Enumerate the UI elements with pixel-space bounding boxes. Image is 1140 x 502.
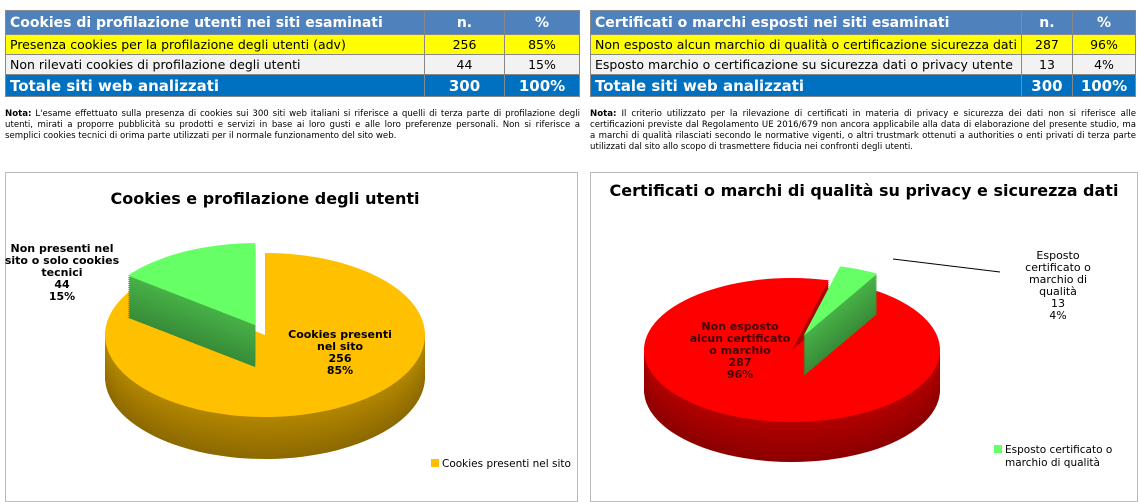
pie-slice [803,266,878,377]
pie-slice [104,253,425,460]
header: Cookies di profilazione utenti nei siti … [5,10,425,35]
legend-swatch [994,445,1002,453]
note-label: Nota: [590,109,617,119]
chart-title: Certificati o marchi di qualità su priva… [610,181,1119,200]
legend-label: Esposto certificato o marchio di qualità [1005,444,1112,469]
cell: 4% [1071,54,1137,75]
legend-swatch [431,459,439,467]
pie-slice-top [127,243,256,326]
total: 100% [1071,74,1137,97]
leader-line [892,258,1001,273]
header: n. [1020,10,1073,35]
total: 300 [424,74,505,97]
note-text: L'esame effettuato sulla presenza di coo… [5,109,581,141]
cell: Non esposto alcun marchio di qualità o c… [590,34,1022,55]
cell: 256 [424,34,505,55]
pie-slice-top [643,278,940,423]
cell: Presenza cookies per la profilazione deg… [5,34,425,55]
cell: 44 [424,54,505,75]
cell: 96% [1071,34,1137,55]
data-label: Esposto certificato o marchio di qualità 13 4… [1025,249,1091,322]
cookies-note: Nota: L'esame effettuato sulla presenza … [5,109,580,142]
cell: 13 [1020,54,1073,75]
cell: Non rilevati cookies di profilazione deg… [5,54,425,75]
header: % [1071,10,1137,35]
header: Certificati o marchi esposti nei siti es… [590,10,1022,35]
legend-label: Cookies presenti nel sito [442,458,571,470]
total: Totale siti web analizzati [5,74,425,97]
pie-slice-top [105,253,425,417]
total: 100% [504,74,580,97]
data-label: Cookies presenti nel sito 256 85% [288,328,392,377]
cookies-table: Cookies di profilazione utenti nei siti … [5,10,580,97]
cert-note: Nota: Il criterio utilizzato per la rile… [590,109,1136,153]
note-label: Nota: [5,109,32,119]
data-label: Non presenti nel sito o solo cookies tecni… [5,242,120,303]
data-label: Non esposto alcun certificato o marchio 287… [690,320,791,381]
cell: 85% [504,34,580,55]
chart-title: Cookies e profilazione degli utenti [110,189,419,208]
total: Totale siti web analizzati [590,74,1022,97]
pie-slice-top [803,266,878,337]
total: 300 [1020,74,1073,97]
pie-slice [127,243,256,368]
note-text: Il criterio utilizzato per la rilevazion… [590,109,1136,152]
pie-slice [643,278,941,463]
cell: 287 [1020,34,1073,55]
cert-table: Certificati o marchi esposti nei siti es… [590,10,1137,97]
